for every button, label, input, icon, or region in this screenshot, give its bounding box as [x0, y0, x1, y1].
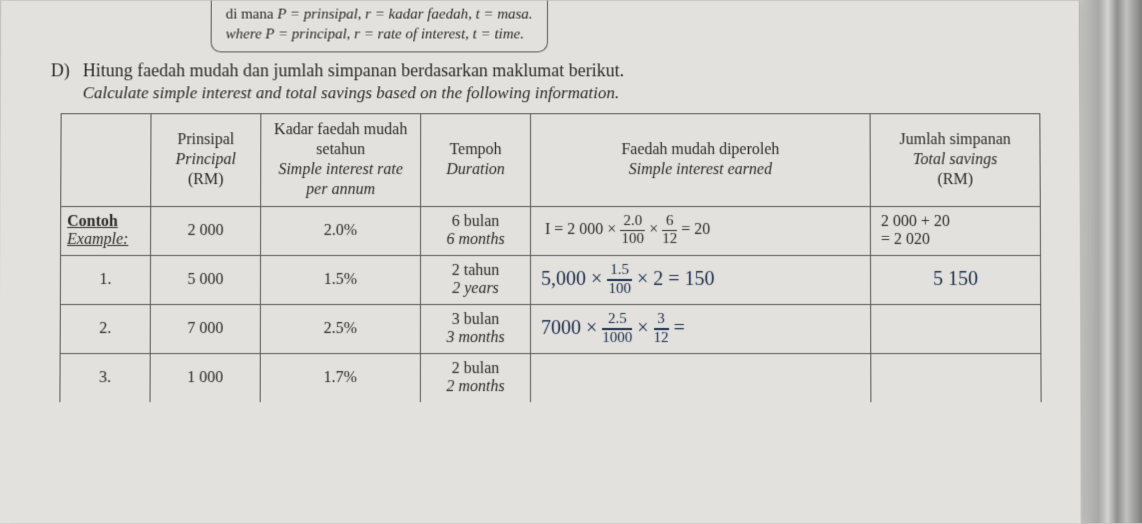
savings-table: Prinsipal Principal (RM) Kadar faedah mu…	[59, 113, 1041, 402]
row-index: 1.	[60, 255, 150, 304]
table-header-row: Prinsipal Principal (RM) Kadar faedah mu…	[61, 113, 1041, 206]
row-calc-blank	[530, 353, 870, 402]
row-total-handwritten	[871, 304, 1041, 353]
example-label-cell: Contoh Example:	[61, 206, 151, 255]
example-row: Contoh Example: 2 000 2.0% 6 bulan 6 mon…	[61, 206, 1041, 255]
example-rate: 2.0%	[261, 206, 421, 255]
row-duration: 2 bulan2 months	[420, 353, 530, 402]
row-total-handwritten: 5 150	[870, 255, 1040, 304]
example-calc: I = 2 000 × 2.0100 × 612 = 20	[531, 206, 871, 255]
table-row: 2. 7 000 2.5% 3 bulan3 months 7000 × 2.5…	[60, 304, 1041, 353]
row-index: 3.	[60, 353, 150, 402]
header-total: Jumlah simpanan Total savings (RM)	[870, 113, 1040, 206]
row-total-blank	[871, 353, 1041, 402]
table-row: 1. 5 000 1.5% 2 tahun2 years 5,000 × 1.5…	[60, 255, 1040, 304]
header-principal: Prinsipal Principal (RM)	[151, 113, 261, 206]
row-principal: 1 000	[150, 353, 260, 402]
header-blank	[61, 113, 151, 206]
row-duration: 3 bulan3 months	[420, 304, 530, 353]
row-index: 2.	[60, 304, 150, 353]
table-row: 3. 1 000 1.7% 2 bulan2 months	[60, 353, 1041, 402]
row-calc-handwritten: 7000 × 2.51000 × 312 =	[530, 304, 870, 353]
header-rate: Kadar faedah mudah setahun Simple intere…	[261, 113, 421, 206]
row-calc-handwritten: 5,000 × 1.5100 × 2 = 150	[530, 255, 870, 304]
formula-line-en: where P = principal, r = rate of interes…	[226, 25, 533, 45]
row-duration: 2 tahun2 years	[420, 255, 530, 304]
header-interest: Faedah mudah diperoleh Simple interest e…	[531, 113, 871, 206]
formula-box: di mana P = prinsipal, r = kadar faedah,…	[211, 1, 548, 52]
row-principal: 5 000	[150, 255, 260, 304]
section-d: D)Hitung faedah mudah dan jumlah simpana…	[51, 58, 1050, 105]
worksheet-page: di mana P = prinsipal, r = kadar faedah,…	[0, 1, 1081, 524]
example-duration: 6 bulan 6 months	[421, 206, 531, 255]
header-duration: Tempoh Duration	[421, 113, 531, 206]
example-principal: 2 000	[151, 206, 261, 255]
page-edge-shadow	[1080, 0, 1142, 523]
section-text-en: Calculate simple interest and total savi…	[83, 82, 1050, 105]
section-text-ms: Hitung faedah mudah dan jumlah simpanan …	[83, 60, 624, 80]
example-total: 2 000 + 20 = 2 020	[870, 206, 1040, 255]
row-rate: 1.7%	[260, 353, 420, 402]
section-label: D)	[51, 58, 83, 82]
formula-line-ms: di mana P = prinsipal, r = kadar faedah,…	[226, 5, 533, 25]
row-principal: 7 000	[150, 304, 260, 353]
row-rate: 2.5%	[260, 304, 420, 353]
row-rate: 1.5%	[260, 255, 420, 304]
